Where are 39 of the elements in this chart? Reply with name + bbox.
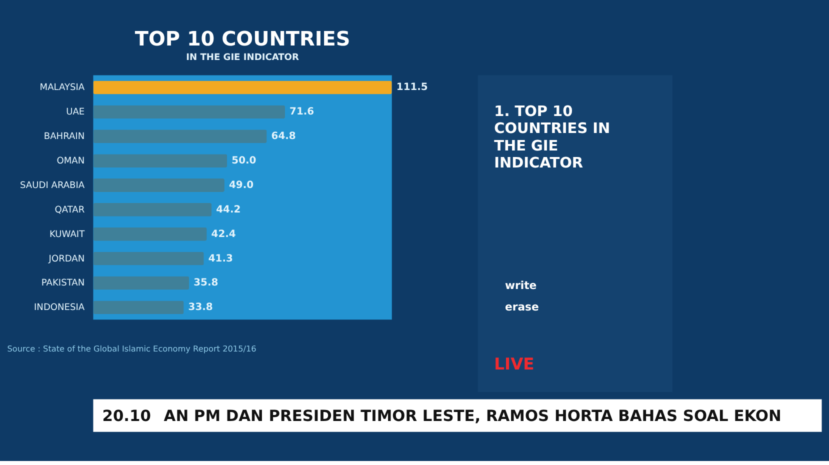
bar <box>93 300 184 314</box>
text: AN PM DAN PRESIDEN TIMOR LESTE, RAMOS HORTA BAHAS SOAL EKON <box>164 407 782 426</box>
data-label: 111.5 <box>396 82 428 94</box>
y-tick-label: MALAYSIA <box>40 83 86 94</box>
data-label: 49.0 <box>228 180 254 191</box>
y-tick-label: INDONESIA <box>34 303 86 314</box>
data-label: 35.8 <box>194 278 218 289</box>
y-tick-label: UAE <box>66 108 85 118</box>
bar <box>93 105 285 119</box>
y-tick-label: PAKISTAN <box>41 278 85 289</box>
data-label: 50.0 <box>232 156 256 167</box>
source-note: Source : State of the Global Islamic Economy Report 2015/16 <box>7 343 256 354</box>
chart-title: TOP 10 COUNTRIES <box>134 27 350 50</box>
y-tick-label: BAHRAIN <box>44 132 85 142</box>
y-tick-label: SAUDI ARABIA <box>20 180 86 191</box>
bar <box>93 80 392 94</box>
data-label: 42.4 <box>211 228 236 240</box>
data-label: 64.8 <box>271 131 296 142</box>
chart-subtitle: IN THE GIE INDICATOR <box>186 52 300 63</box>
y-tick-label: QATAR <box>54 205 86 216</box>
bar <box>93 178 224 192</box>
y-tick-label: OMAN <box>56 156 85 167</box>
text: 20.10 <box>102 407 151 426</box>
bar <box>93 252 204 266</box>
text: LIVE <box>494 354 534 374</box>
bar <box>93 130 267 144</box>
data-label: 44.2 <box>216 204 241 216</box>
y-tick-label: KUWAIT <box>49 230 86 240</box>
bar <box>93 202 212 216</box>
bar <box>93 276 190 290</box>
data-label: 71.6 <box>290 106 314 118</box>
text: write <box>505 278 537 292</box>
bar <box>93 154 228 168</box>
bar <box>93 227 207 241</box>
data-label: 33.8 <box>188 302 213 314</box>
text: erase <box>505 300 539 314</box>
text: 1. TOP 10 COUNTRIES IN THE GIE INDICATOR <box>494 104 610 172</box>
y-tick-label: JORDAN <box>48 254 85 264</box>
data-label: 41.3 <box>208 253 233 264</box>
